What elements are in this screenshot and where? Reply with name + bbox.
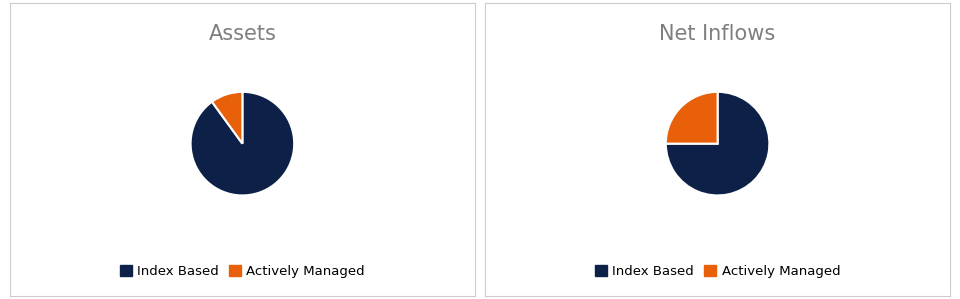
Text: Net Inflows: Net Inflows	[660, 24, 776, 43]
Wedge shape	[666, 92, 718, 144]
Wedge shape	[191, 92, 294, 196]
Legend: Index Based, Actively Managed: Index Based, Actively Managed	[589, 260, 846, 283]
Wedge shape	[666, 92, 769, 196]
Wedge shape	[212, 92, 243, 144]
Text: Assets: Assets	[208, 24, 276, 43]
Legend: Index Based, Actively Managed: Index Based, Actively Managed	[114, 260, 371, 283]
